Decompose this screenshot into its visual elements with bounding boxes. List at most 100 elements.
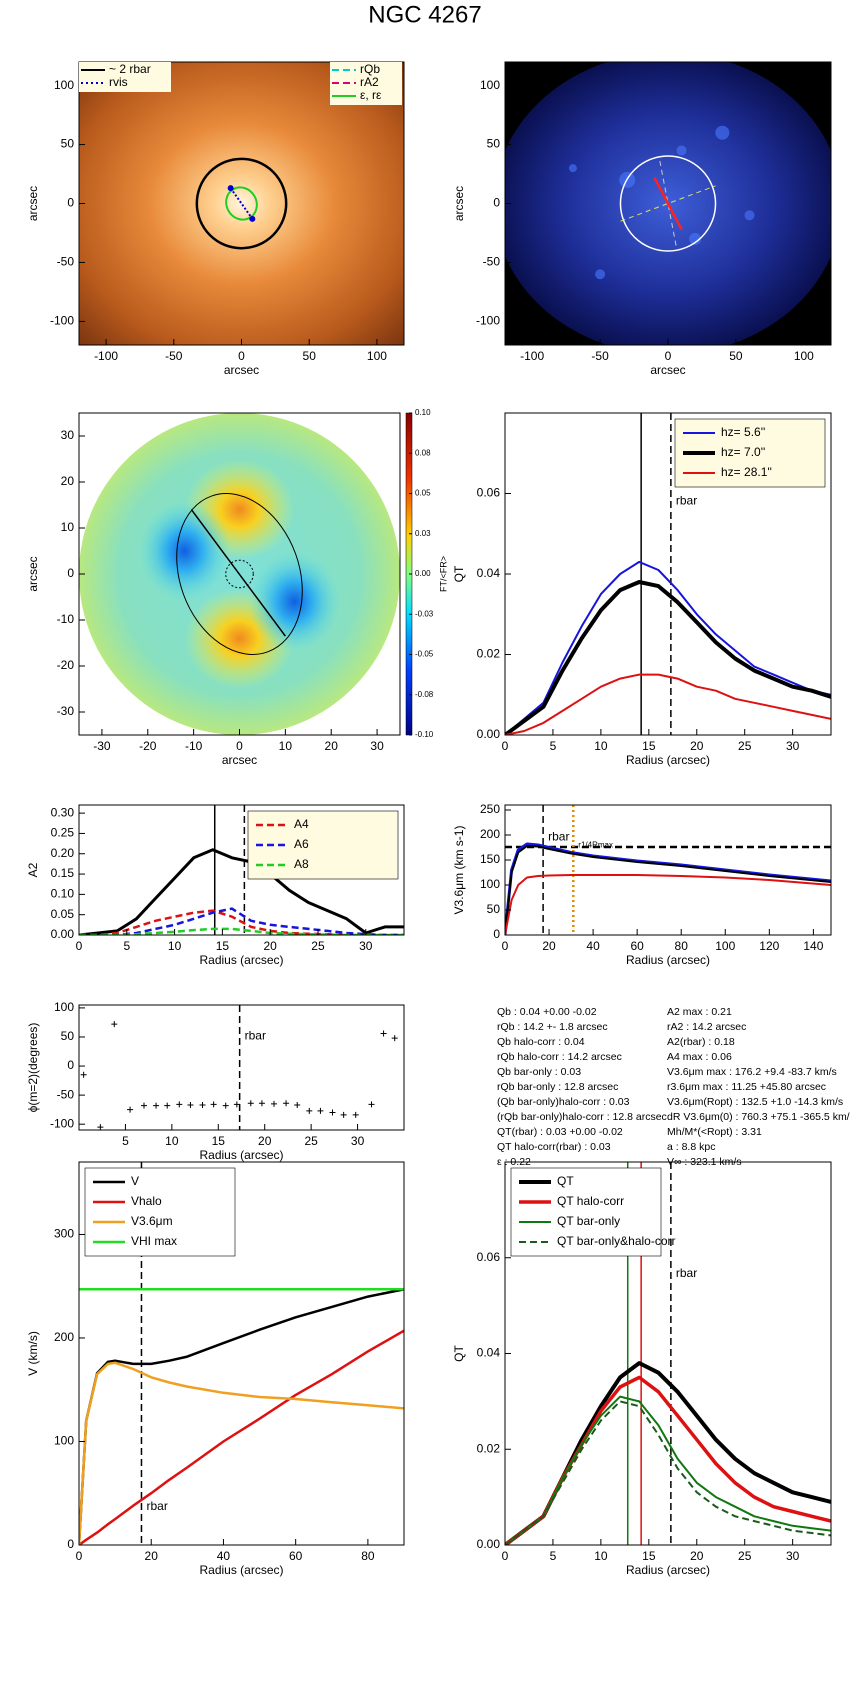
legend-label: A6: [294, 837, 309, 851]
x-tick-label: -50: [591, 349, 609, 363]
x-tick-label: 0: [665, 349, 672, 363]
legend-label: QT: [557, 1174, 574, 1188]
marker-label: rbar: [676, 494, 697, 508]
x-tick-label: 15: [642, 1549, 656, 1563]
plot-frame: [78, 1004, 405, 1131]
legend-label: Vhalo: [131, 1194, 162, 1208]
negative-lobe: [248, 551, 341, 653]
parameter: (Qb bar-only)halo-corr : 0.03: [497, 1096, 630, 1108]
x-tick-label: 0: [76, 1549, 83, 1563]
plot-area: [79, 1162, 404, 1545]
y-tick-label: 100: [480, 78, 500, 92]
x-tick-label: 0: [502, 739, 509, 753]
point: [187, 1102, 194, 1108]
point: [97, 1124, 104, 1130]
x-tick-label: 120: [759, 939, 779, 953]
y-tick-label: 100: [54, 78, 74, 92]
colorbar-tick-label: 0.10: [415, 408, 431, 417]
x-tick-label: 40: [586, 939, 600, 953]
point: [111, 1021, 118, 1028]
x-tick-label: 15: [642, 739, 656, 753]
parameter: rQb : 14.2 +- 1.8 arcsec: [497, 1021, 608, 1033]
point: [391, 1035, 398, 1042]
parameter: rA2 : 14.2 arcsec: [667, 1021, 746, 1033]
x-axis-label: arcsec: [224, 363, 259, 377]
parameter: Qb : 0.04 +0.00 -0.02: [497, 1006, 597, 1018]
bar-line: [653, 176, 683, 231]
x-tick-label: -50: [165, 349, 183, 363]
x-tick-label: 25: [738, 739, 752, 753]
parameter: QT halo-corr(rbar) : 0.03: [497, 1141, 611, 1153]
legend-label: rQb: [360, 62, 380, 76]
marker-label: rbar: [245, 1028, 266, 1042]
plot-frame: [78, 1161, 405, 1546]
series-line: [505, 874, 831, 935]
y-tick-label: 150: [480, 852, 500, 866]
x-axis-label: Radius (arcsec): [626, 753, 710, 767]
y-tick-label: 0.15: [51, 866, 75, 880]
y-tick-label: 0.02: [477, 1441, 501, 1455]
figure-title: NGC 4267: [368, 1, 481, 28]
series-line: [79, 907, 404, 935]
series-line: [505, 673, 831, 735]
series-line: [505, 1375, 831, 1545]
series-line: [505, 1361, 831, 1545]
series-line: [505, 842, 831, 935]
y-tick-label: -100: [476, 314, 500, 328]
y-tick-label: 0.00: [477, 727, 501, 741]
colorbar-tick-label: 0.00: [415, 569, 431, 578]
point: [80, 1071, 87, 1078]
marker-label: rbar: [146, 1499, 167, 1513]
point: [352, 1111, 359, 1118]
y-tick-label: 0.00: [477, 1537, 501, 1551]
y-tick-label: 30: [61, 428, 75, 442]
bar-circle: [195, 157, 288, 250]
bar-line: [190, 509, 286, 637]
y-tick-label: 0: [67, 196, 74, 210]
colorbar-tick-label: -0.03: [415, 609, 434, 618]
x-tick-label: 30: [351, 1134, 365, 1148]
legend-box: [79, 62, 171, 92]
x-tick-label: 60: [289, 1549, 303, 1563]
x-tick-label: 100: [794, 349, 814, 363]
plot-area: [79, 62, 404, 345]
y-tick-label: 0: [493, 927, 500, 941]
x-tick-label: -100: [94, 349, 118, 363]
legend-label: rvis: [109, 75, 128, 89]
y-tick-label: 300: [54, 1227, 74, 1241]
y-axis-label: arcsec: [26, 556, 40, 591]
bright-spot: [744, 210, 755, 221]
x-tick-label: 10: [594, 1549, 608, 1563]
y-tick-label: 0.06: [477, 486, 501, 500]
x-axis-label: Radius (arcsec): [199, 1148, 283, 1162]
point: [271, 1100, 277, 1107]
parameter: QT(rbar) : 0.03 +0.00 -0.02: [497, 1126, 623, 1138]
point: [222, 1102, 229, 1109]
y-tick-label: -50: [57, 1087, 75, 1101]
y-tick-label: 0.10: [51, 887, 75, 901]
x-tick-label: 60: [630, 939, 644, 953]
series-line: [505, 1400, 831, 1545]
series-line: [79, 1288, 404, 1545]
parameter: V3.6μm(Ropt) : 132.5 +1.0 -14.3 km/s: [667, 1096, 843, 1108]
x-tick-label: 10: [168, 939, 182, 953]
marker-label: rbar: [548, 830, 569, 844]
y-axis-label: V3.6μm (km s-1): [452, 826, 466, 915]
y-tick-label: -50: [57, 255, 75, 269]
y-tick-label: 0: [67, 1058, 74, 1072]
bright-spot: [595, 269, 606, 280]
legend-label: rA2: [360, 75, 379, 89]
plot-area: [505, 805, 831, 935]
galaxy-glow: [79, 62, 404, 345]
legend-label: V3.6μm: [131, 1214, 173, 1228]
legend-label: hz= 28.1'': [721, 465, 772, 479]
x-tick-label: 30: [786, 1549, 800, 1563]
y-tick-label: 0.20: [51, 846, 75, 860]
point: [210, 1101, 217, 1108]
marker-label: r1/4Rmax: [578, 841, 613, 850]
x-tick-label: 5: [550, 1549, 557, 1563]
y-tick-label: 250: [480, 802, 500, 816]
plot-frame: [504, 804, 832, 936]
